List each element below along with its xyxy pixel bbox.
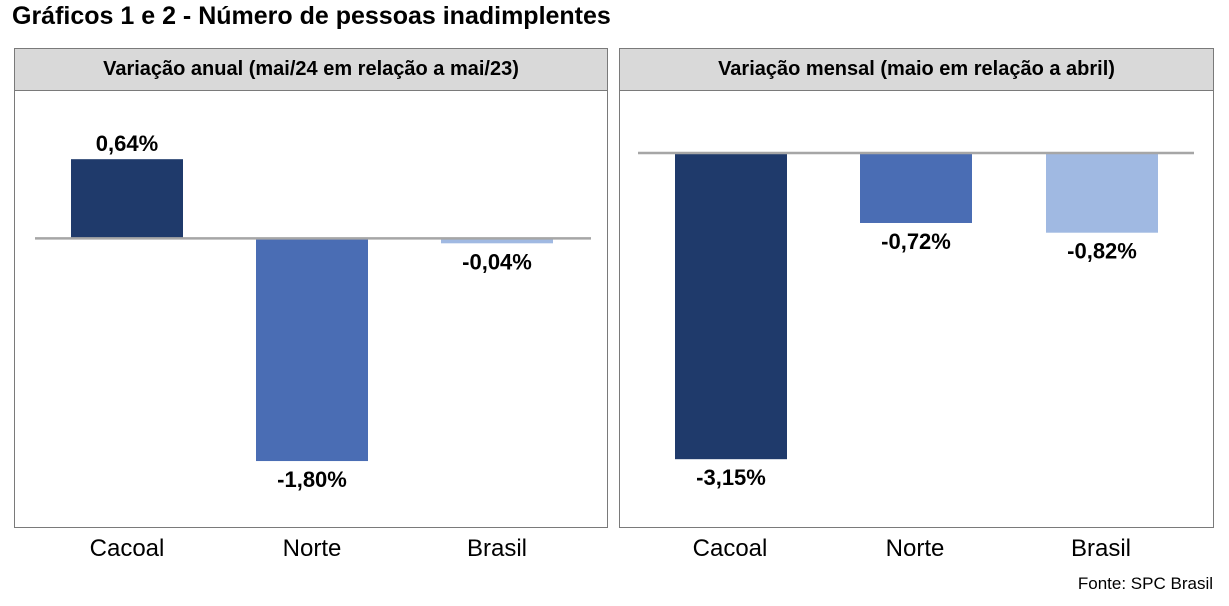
bar-norte-annual bbox=[256, 238, 368, 462]
data-label-brasil-monthly: -0,82% bbox=[1067, 239, 1137, 264]
data-label-cacoal-monthly: -3,15% bbox=[696, 465, 766, 490]
source-note: Fonte: SPC Brasil bbox=[1077, 574, 1213, 593]
category-label-brasil-annual: Brasil bbox=[466, 535, 527, 562]
category-label-brasil-monthly: Brasil bbox=[1070, 535, 1131, 562]
chart-panel-monthly: Variação mensal (maio em relação a abril… bbox=[619, 48, 1214, 528]
category-label-norte-monthly: Norte bbox=[885, 535, 945, 562]
chart-title-monthly: Variação mensal (maio em relação a abril… bbox=[620, 49, 1213, 91]
data-label-brasil-annual: -0,04% bbox=[462, 249, 532, 274]
bar-cacoal-monthly bbox=[675, 153, 787, 460]
page-title: Gráficos 1 e 2 - Número de pessoas inadi… bbox=[12, 2, 611, 30]
chart-title-annual: Variação anual (mai/24 em relação a mai/… bbox=[15, 49, 607, 91]
bar-brasil-annual bbox=[441, 238, 553, 244]
data-label-norte-monthly: -0,72% bbox=[881, 229, 951, 254]
category-label-cacoal-annual: Cacoal bbox=[89, 535, 165, 562]
data-label-norte-annual: -1,80% bbox=[277, 467, 347, 492]
bar-chart-monthly: -3,15% -0,72% -0,82% bbox=[638, 151, 1194, 490]
category-label-cacoal-monthly: Cacoal bbox=[692, 535, 768, 562]
bar-cacoal-annual bbox=[71, 159, 183, 239]
category-label-norte-annual: Norte bbox=[282, 535, 342, 562]
data-label-cacoal-annual: 0,64% bbox=[96, 131, 158, 156]
bar-chart-annual: 0,64% -1,80% -0,04% bbox=[35, 131, 591, 492]
chart-panel-annual: Variação anual (mai/24 em relação a mai/… bbox=[14, 48, 608, 528]
bar-brasil-monthly bbox=[1046, 153, 1158, 233]
bar-norte-monthly bbox=[860, 153, 972, 223]
